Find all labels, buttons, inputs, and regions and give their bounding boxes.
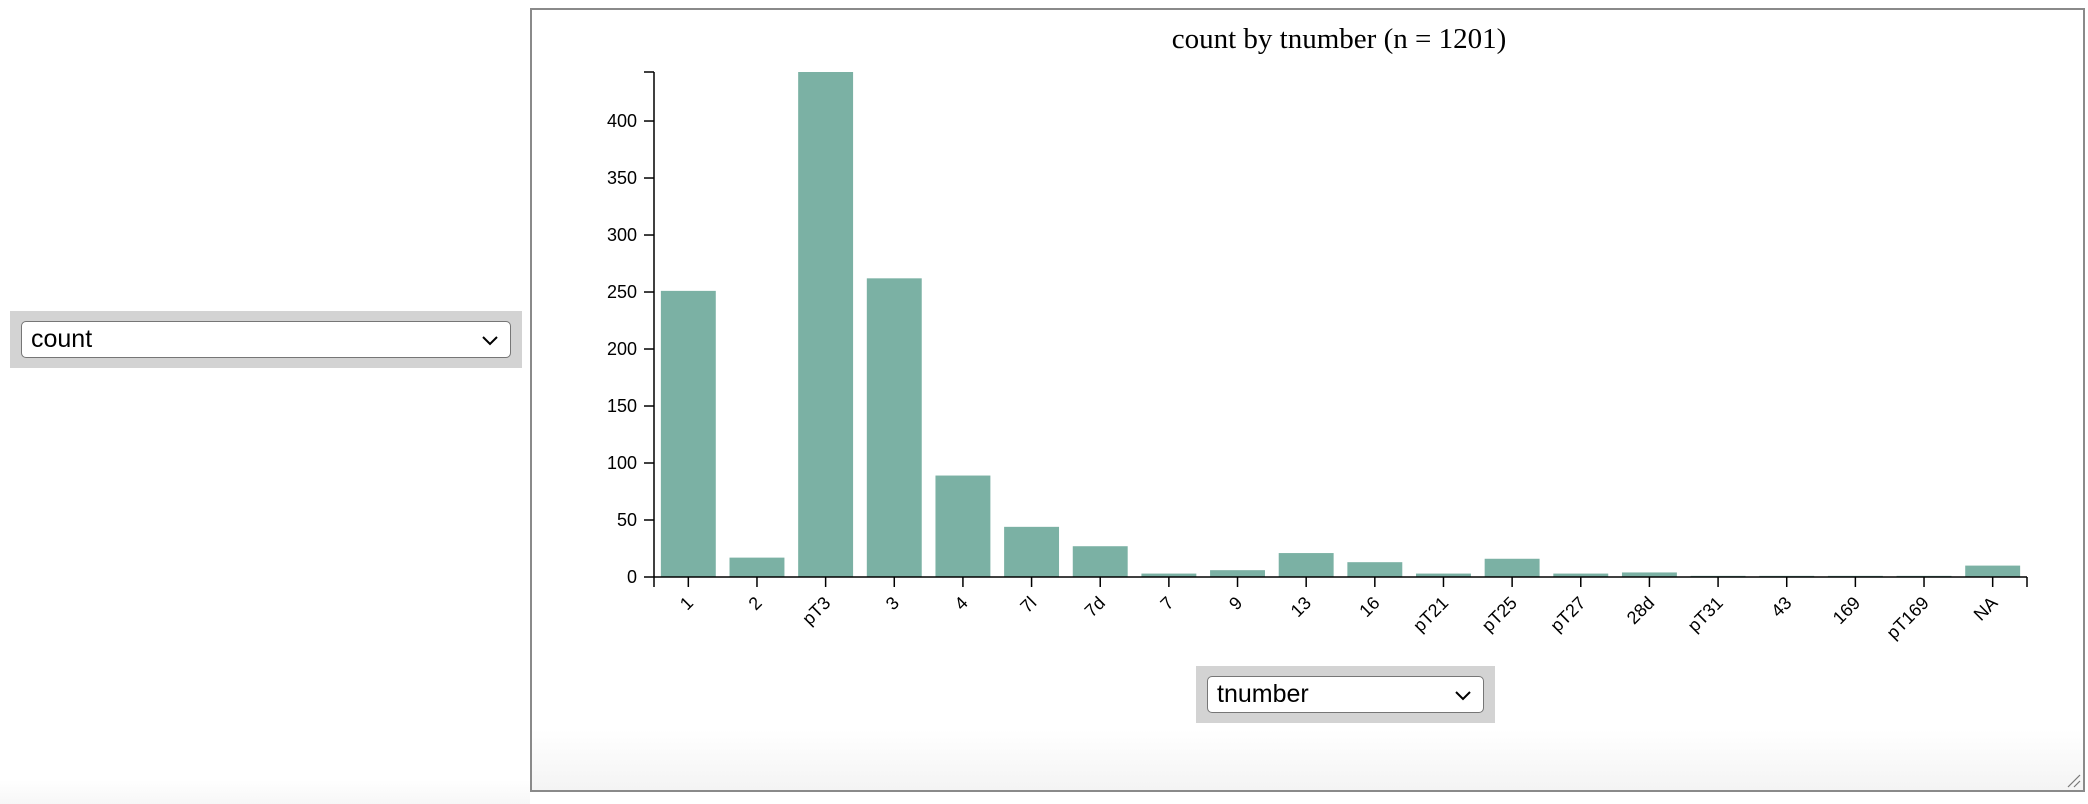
y-tick-label: 100 <box>607 453 637 473</box>
x-tick-label: 7 <box>1156 593 1177 614</box>
y-variable-select[interactable]: count <box>21 321 511 358</box>
y-tick-label: 300 <box>607 225 637 245</box>
x-tick-label: pT27 <box>1546 593 1589 636</box>
resize-grip-icon[interactable] <box>2065 772 2081 788</box>
panel-bottom-shade <box>532 730 2083 790</box>
bar <box>1141 573 1197 577</box>
chevron-down-icon <box>1455 691 1471 701</box>
x-tick-label: 7l <box>1016 593 1040 617</box>
bar <box>1278 553 1334 577</box>
x-tick-label: pT25 <box>1478 593 1521 636</box>
bar <box>1484 558 1540 577</box>
bar <box>1004 526 1060 577</box>
bar <box>1965 565 2021 577</box>
bar <box>1210 570 1265 577</box>
y-tick-label: 400 <box>607 111 637 131</box>
x-tick-label: 16 <box>1355 593 1383 621</box>
chart-panel: count by tnumber (n = 1201) 0 50 100 150 200 2… <box>530 8 2085 792</box>
x-variable-select-container: tnumber <box>1196 666 1495 723</box>
bar <box>798 72 854 577</box>
x-tick-label: 28d <box>1623 593 1658 628</box>
y-tick-label: 350 <box>607 168 637 188</box>
page-bottom-shade <box>0 780 530 804</box>
y-variable-select-container: count <box>10 311 522 368</box>
x-tick-label: pT21 <box>1409 593 1452 636</box>
x-tick-label: 7d <box>1081 593 1109 621</box>
y-tick-label: 0 <box>627 567 637 587</box>
bar <box>729 557 785 577</box>
bar <box>866 278 922 577</box>
x-tick-label: 4 <box>951 593 972 614</box>
y-variable-select-value: count <box>31 325 93 353</box>
bar <box>1416 573 1471 577</box>
x-tick-label: 169 <box>1829 593 1864 628</box>
x-tick-label: 9 <box>1225 593 1246 614</box>
bar <box>935 475 991 577</box>
x-tick-label: 3 <box>882 593 903 614</box>
bar <box>1621 572 1677 577</box>
bar <box>1072 546 1128 577</box>
x-tick-label: pT31 <box>1684 593 1727 636</box>
bar <box>1553 573 1609 577</box>
y-tick-label: 250 <box>607 282 637 302</box>
bar <box>660 290 716 577</box>
y-tick-label: 50 <box>617 510 637 530</box>
x-tick-label: pT169 <box>1883 593 1933 643</box>
x-tick-label: 2 <box>745 593 766 614</box>
x-tick-label: NA <box>1970 593 2002 625</box>
x-tick-label: 13 <box>1287 593 1315 621</box>
x-tick-label: pT3 <box>798 593 834 629</box>
bar-chart: count by tnumber (n = 1201) 0 50 100 150 200 2… <box>607 23 2028 643</box>
x-variable-select[interactable]: tnumber <box>1207 676 1484 713</box>
x-tick-label: 43 <box>1767 593 1795 621</box>
bar <box>1347 562 1403 577</box>
x-tick-label: 1 <box>676 593 697 614</box>
chevron-down-icon <box>482 336 498 346</box>
y-tick-label: 150 <box>607 396 637 416</box>
chart-title: count by tnumber (n = 1201) <box>1172 23 1507 55</box>
x-variable-select-value: tnumber <box>1217 680 1309 708</box>
y-tick-label: 200 <box>607 339 637 359</box>
